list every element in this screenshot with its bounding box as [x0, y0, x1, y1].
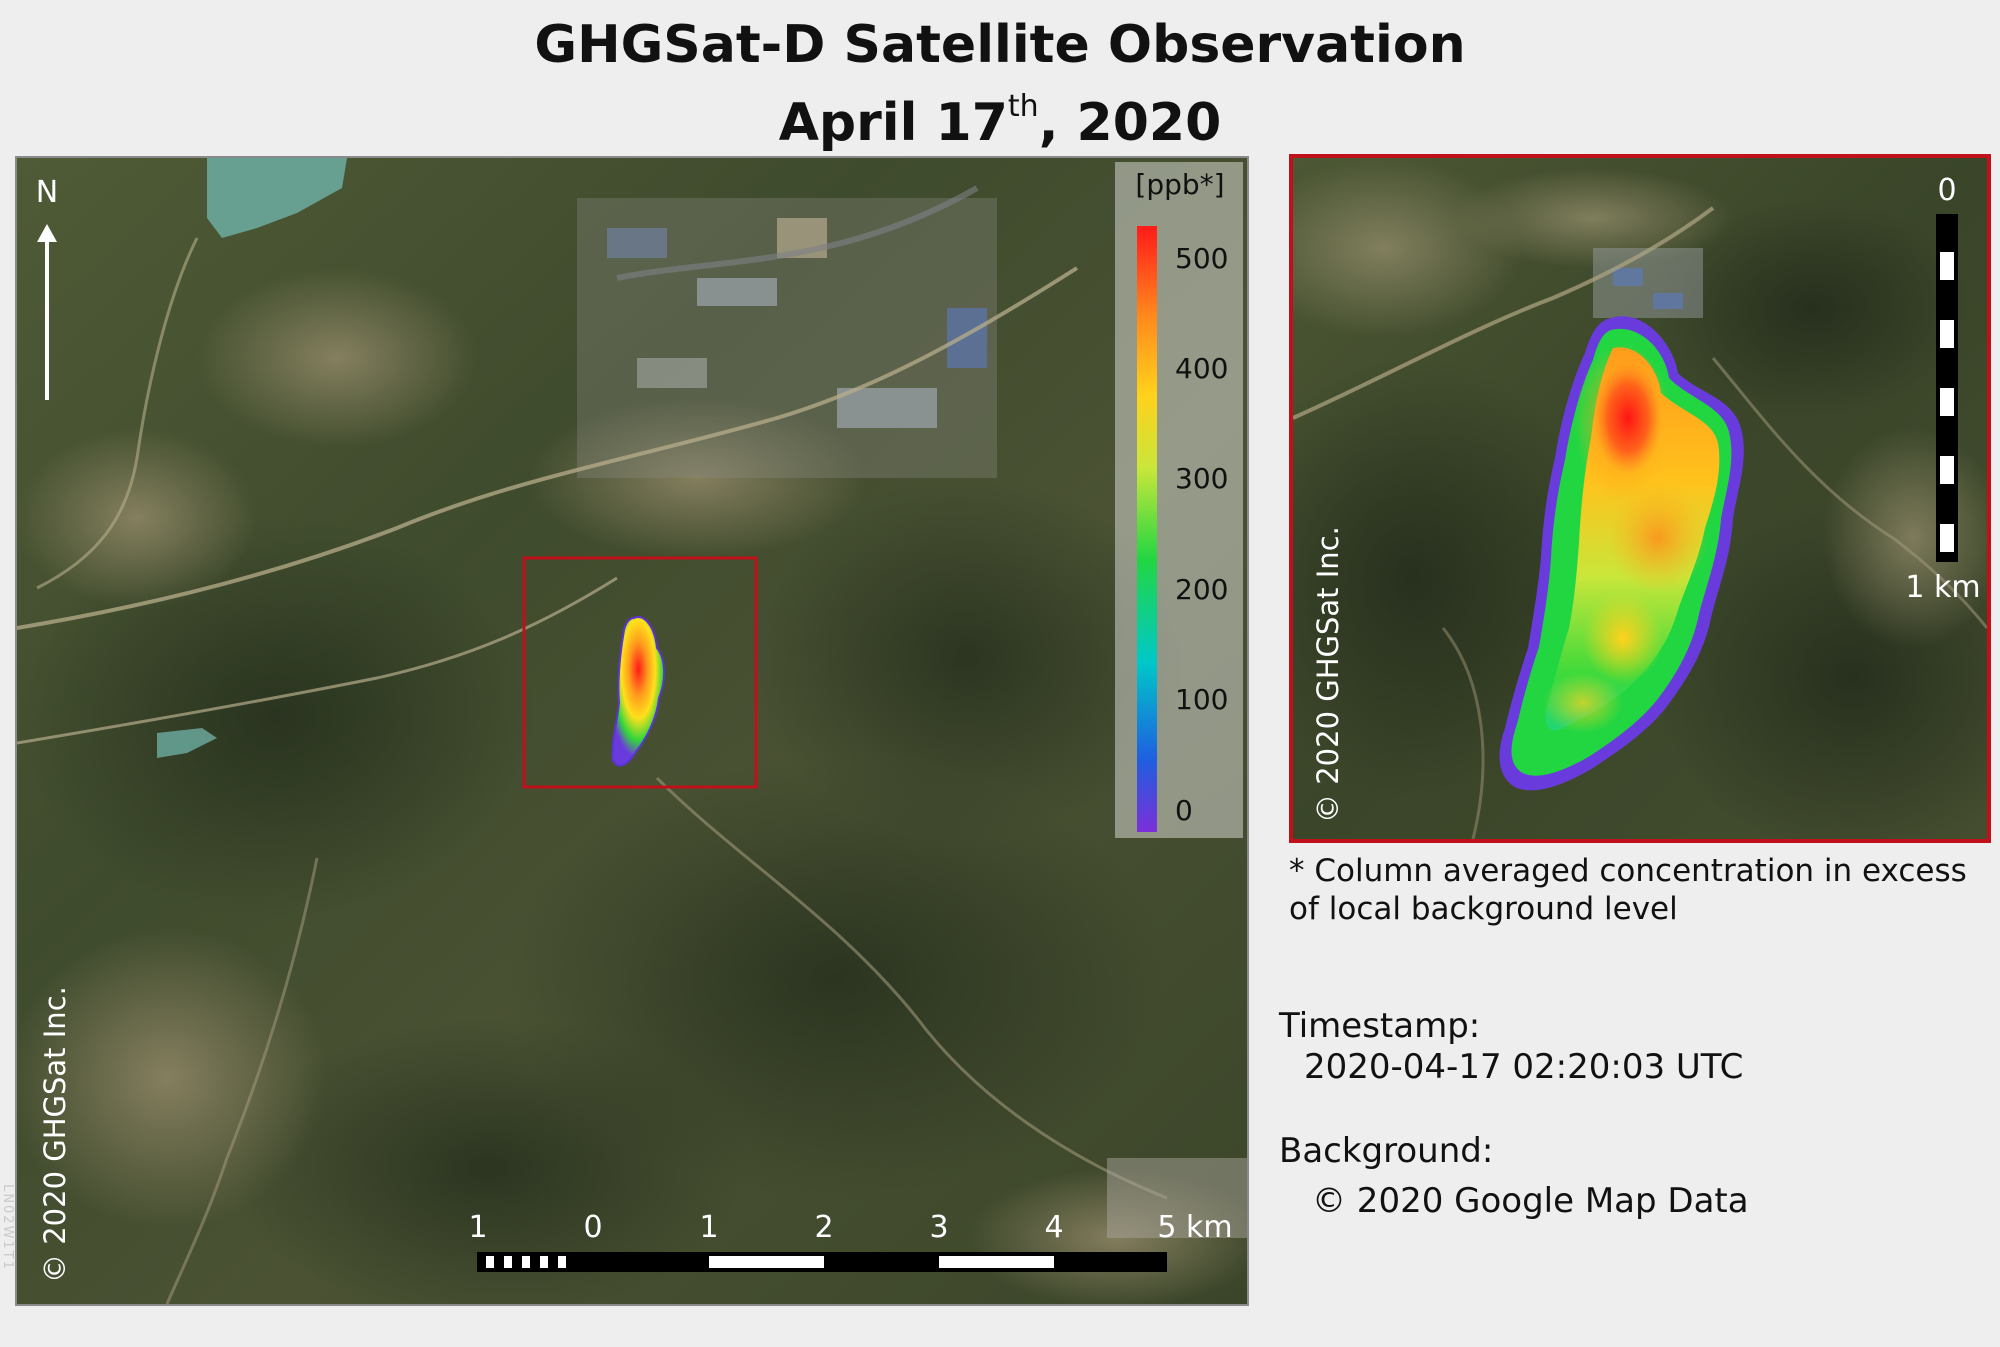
- timestamp-value: 2020-04-17 02:20:03 UTC: [1304, 1047, 1744, 1087]
- scale-label-2: 2: [814, 1210, 833, 1245]
- title-line-1: GHGSat-D Satellite Observation: [534, 15, 1466, 75]
- colorbar-unit-label: [ppb*]: [1135, 168, 1224, 201]
- inset-scale-label-bottom: 1 km: [1905, 570, 1980, 605]
- background-label: Background:: [1279, 1131, 1494, 1171]
- inset-scale-bar: [1936, 214, 1958, 562]
- main-scale-bar: [477, 1252, 1167, 1272]
- scale-label-1-left: 1: [468, 1210, 487, 1245]
- title-date-suffix: , 2020: [1038, 93, 1222, 153]
- main-satellite-map[interactable]: N © 2020 GHGSat Inc. [ppb*] 500 400 300 …: [15, 156, 1249, 1306]
- colorbar-tick-100: 100: [1175, 683, 1228, 716]
- scale-label-4: 4: [1044, 1210, 1063, 1245]
- title-line-2: April 17th, 2020: [0, 76, 2000, 154]
- scale-label-3: 3: [929, 1210, 948, 1245]
- methane-plume-detail: [1499, 316, 1744, 791]
- plume-highlight-box[interactable]: [522, 556, 758, 789]
- title-date-superscript: th: [1007, 89, 1039, 124]
- concentration-footnote: * Column averaged concentration in exces…: [1289, 853, 1967, 927]
- colorbar-tick-200: 200: [1175, 573, 1228, 606]
- inset-zoom-map[interactable]: © 2020 GHGSat Inc. 0 1 km: [1289, 154, 1991, 843]
- main-map-copyright: © 2020 GHGSat Inc.: [38, 986, 72, 1283]
- inset-scale-label-top: 0: [1937, 173, 1956, 208]
- scale-label-1: 1: [699, 1210, 718, 1245]
- main-map-canvas: N © 2020 GHGSat Inc. [ppb*] 500 400 300 …: [17, 158, 1247, 1304]
- colorbar-tick-0: 0: [1175, 794, 1193, 827]
- north-arrow-head: [37, 224, 57, 242]
- inset-map-copyright: © 2020 GHGSat Inc.: [1311, 526, 1345, 823]
- inset-map-canvas: © 2020 GHGSat Inc. 0 1 km: [1293, 158, 1987, 839]
- north-arrow-label: N: [36, 175, 58, 210]
- background-value: © 2020 Google Map Data: [1312, 1181, 1749, 1221]
- colorbar-tick-300: 300: [1175, 462, 1228, 495]
- timestamp-label: Timestamp:: [1279, 1006, 1481, 1046]
- edge-watermark-text: LN02W1T1: [0, 1184, 15, 1271]
- page-title: GHGSat-D Satellite Observation April 17t…: [0, 14, 2000, 154]
- scale-label-0: 0: [583, 1210, 602, 1245]
- colorbar-panel: [1115, 162, 1243, 838]
- colorbar-gradient: [1137, 226, 1157, 832]
- methane-plume-overview: [611, 616, 665, 767]
- scale-label-5km: 5 km: [1157, 1210, 1232, 1245]
- title-date-prefix: April 17: [778, 93, 1008, 153]
- colorbar-tick-400: 400: [1175, 352, 1228, 385]
- colorbar-tick-500: 500: [1175, 242, 1228, 275]
